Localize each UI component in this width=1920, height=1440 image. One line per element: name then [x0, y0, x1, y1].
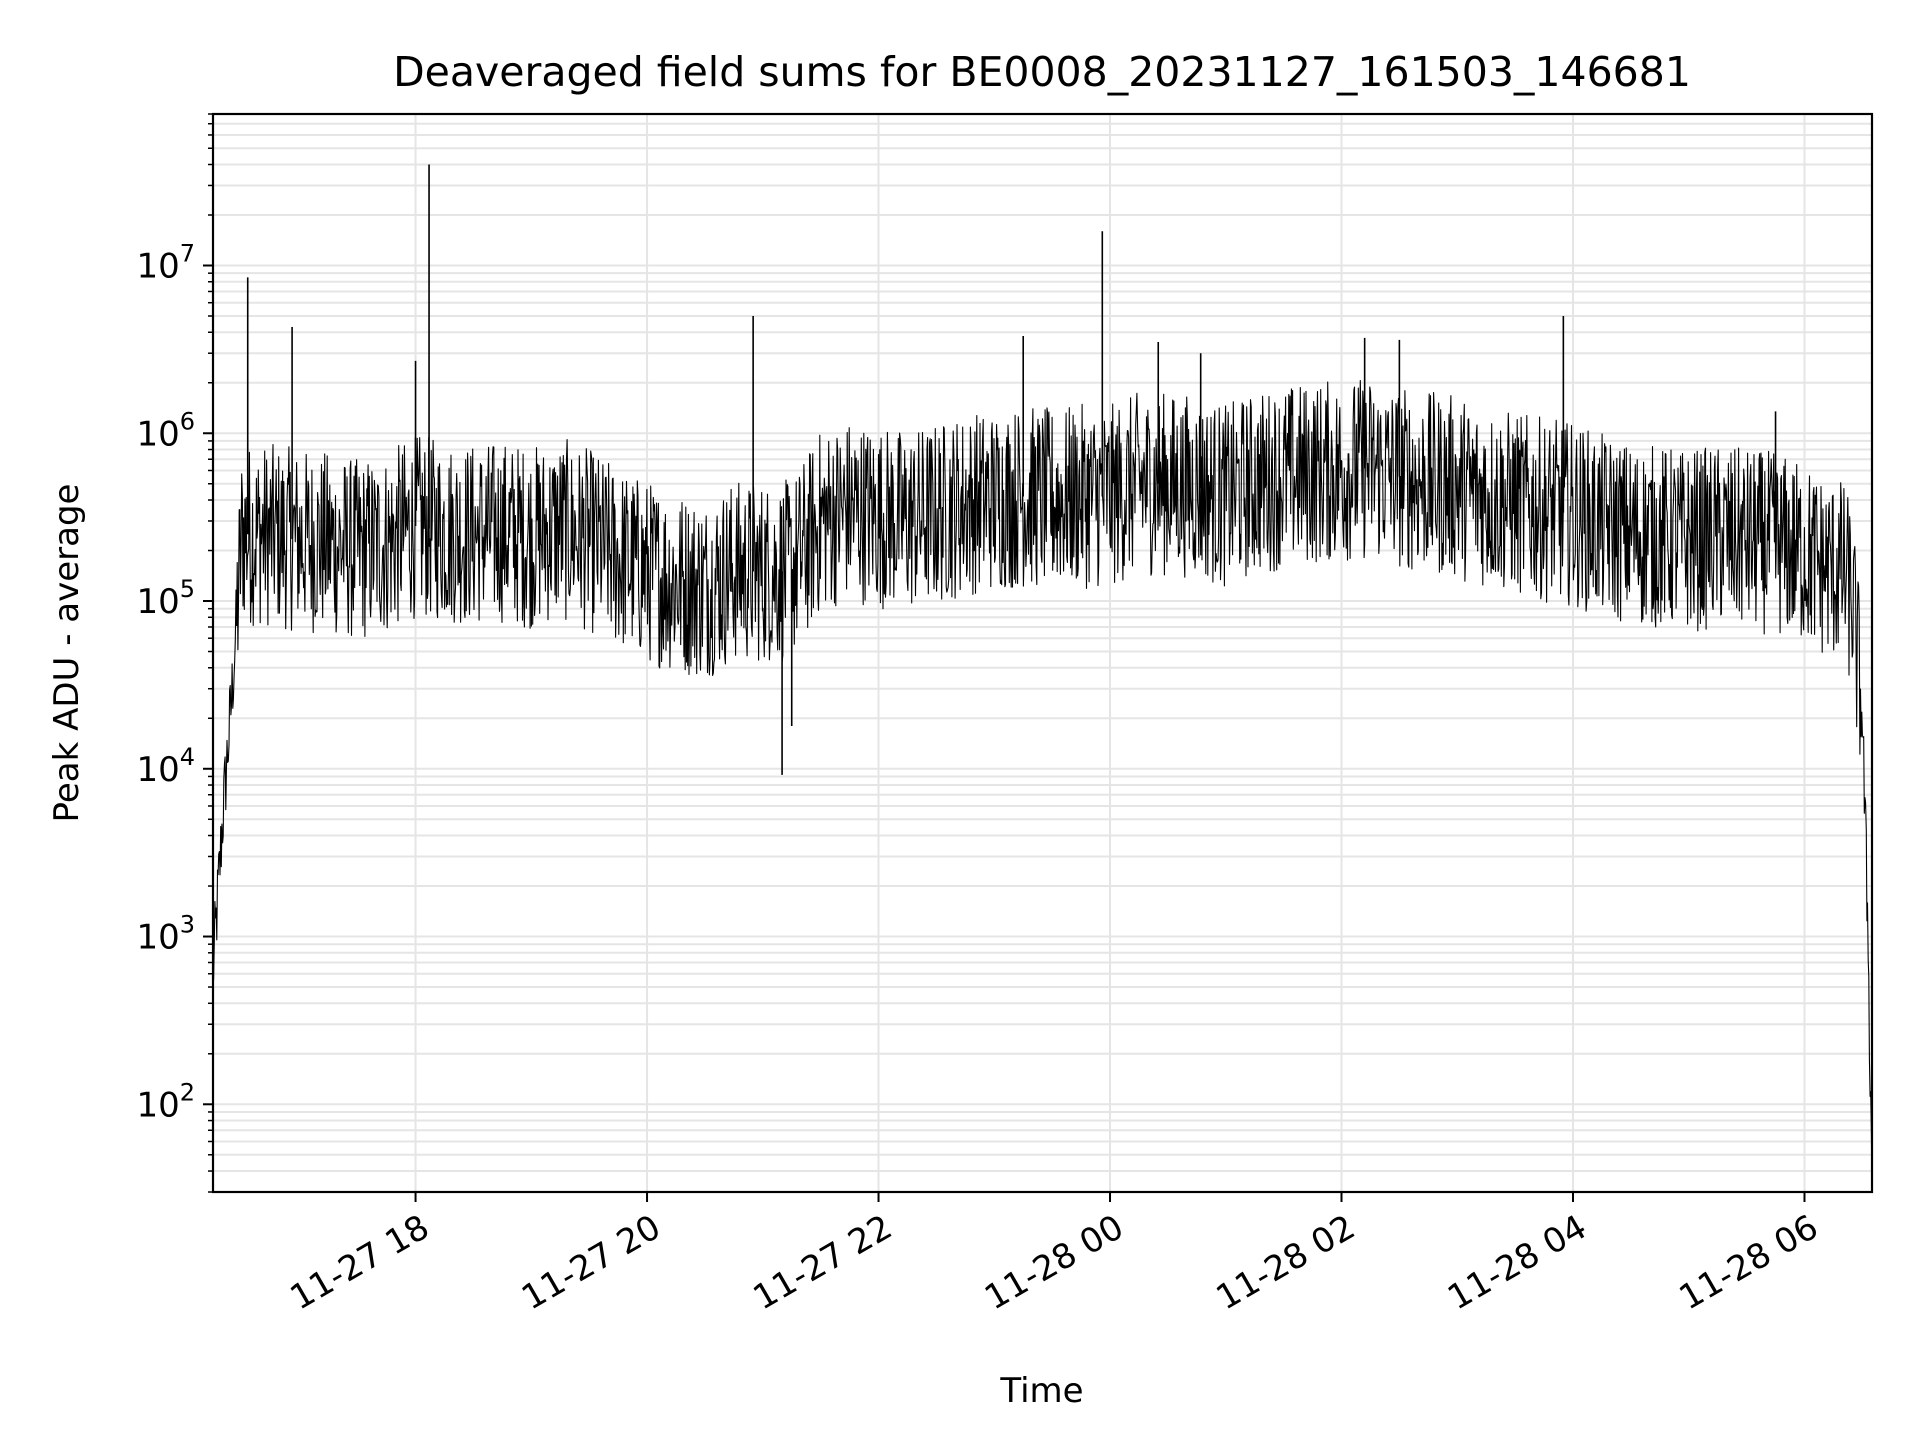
y-tick-label: 106 — [136, 407, 195, 454]
series-line — [212, 380, 1873, 1193]
y-tick-label: 104 — [136, 743, 195, 790]
x-axis-label: Time — [999, 1371, 1083, 1411]
y-tick-label: 105 — [136, 575, 195, 622]
y-tick-label: 103 — [136, 911, 195, 958]
y-axis-label: Peak ADU - average — [47, 484, 87, 823]
plot-frame — [211, 112, 1874, 1194]
y-tick-label: 107 — [136, 239, 195, 286]
grid-layer — [213, 113, 1872, 1193]
data-layer — [212, 164, 1873, 1193]
chart-title: Deaveraged field sums for BE0008_2023112… — [393, 48, 1691, 96]
y-tick-label: 102 — [136, 1078, 195, 1125]
